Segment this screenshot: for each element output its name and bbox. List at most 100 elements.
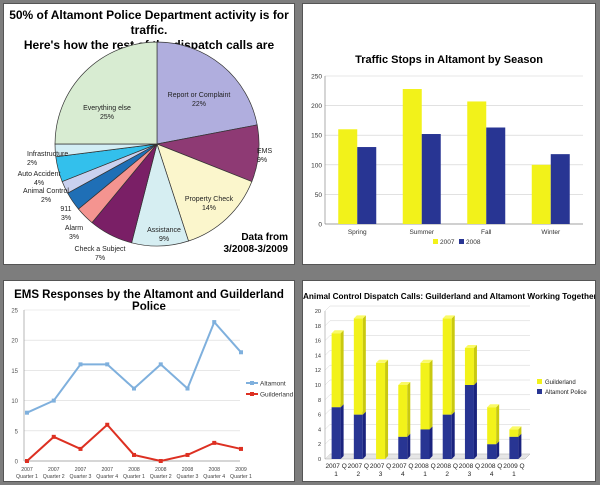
pie-slice-label: Alarm (65, 225, 83, 232)
gridline-diag (324, 409, 331, 415)
y-tick-label: 200 (311, 103, 322, 110)
data-point (158, 362, 163, 367)
x-tick-year: 2007 (75, 467, 87, 473)
data-point (25, 459, 29, 463)
data-point (132, 386, 136, 391)
data-point (132, 452, 136, 457)
bar-side (340, 404, 344, 459)
x-tick-quarter: Quarter 3 (177, 474, 199, 480)
legend-swatch (433, 239, 438, 244)
data-point (212, 320, 217, 325)
bar-side (473, 345, 477, 385)
x-tick-label: 2007 Q (348, 463, 369, 470)
bar-segment (509, 436, 519, 459)
x-tick-quarter: Quarter 1 (123, 474, 145, 480)
x-tick-label-sub: 4 (490, 471, 494, 478)
x-tick-year: 2008 (128, 467, 140, 473)
y-tick-label: 10 (315, 383, 321, 389)
x-tick-label-sub: 1 (423, 471, 427, 478)
pie-note-line2: 3/2008-3/2009 (223, 244, 288, 255)
data-point (78, 446, 83, 451)
pie-slice-pct: 22% (192, 101, 206, 108)
pie-slice-label: Report or Complaint (168, 92, 231, 99)
y-tick-label: 0 (318, 222, 322, 229)
bar-segment (487, 444, 497, 459)
data-point (105, 422, 110, 427)
y-tick-label: 20 (315, 309, 321, 315)
gridline-diag (324, 335, 331, 341)
bar-top (420, 359, 433, 363)
x-tick-quarter: Quarter 4 (96, 474, 118, 480)
bar-segment (442, 414, 452, 459)
x-tick-label: Spring (348, 229, 367, 236)
bar-segment (464, 385, 474, 459)
bar (402, 89, 422, 224)
bar-side (518, 426, 522, 437)
data-point (51, 398, 56, 403)
data-point (212, 440, 217, 445)
legend-label: Guilderland (545, 380, 576, 386)
legend-swatch (537, 379, 542, 384)
x-tick-label-sub: 1 (512, 471, 516, 478)
legend-marker (250, 392, 254, 396)
x-tick-year: 2008 (208, 467, 220, 473)
bar (467, 101, 487, 224)
bar-segment (331, 407, 341, 459)
pie-chart-panel: 50% of Altamont Police Department activi… (3, 3, 295, 265)
pie-slice-label: Check a Subject (75, 246, 126, 253)
x-tick-label: 2009 Q (503, 463, 524, 470)
x-tick-quarter: Quarter 2 (150, 474, 172, 480)
y-tick-label: 25 (11, 309, 18, 315)
x-tick-quarter: Quarter 1 (16, 474, 38, 480)
x-tick-label: 2007 Q (325, 463, 346, 470)
bar-segment (398, 385, 408, 437)
bar-segment (420, 362, 430, 430)
pie-slice-pct: 4% (34, 180, 44, 187)
x-tick-label: 2007 Q (392, 463, 413, 470)
bar-segment (353, 414, 363, 459)
bar-top (331, 330, 344, 334)
pie-slice-label: Property Check (185, 196, 234, 203)
x-tick-quarter: Quarter 3 (70, 474, 92, 480)
gridline-diag (324, 453, 331, 460)
pie-chart: Report or Complaint 22% EMS 9% Property Chec… (18, 41, 273, 262)
gridline-diag (324, 305, 331, 312)
x-tick-label: 2008 Q (437, 463, 458, 470)
pie-data-note: Data from 3/2008-3/2009 (223, 232, 288, 256)
bar-top (509, 426, 522, 430)
pie-slice-pct: 14% (202, 205, 216, 212)
x-tick-label-sub: 3 (468, 471, 472, 478)
pie-slice (156, 41, 258, 145)
bar-side (340, 330, 344, 408)
bar-side (429, 426, 433, 459)
pie-slice-label: Auto Accident (18, 171, 61, 178)
pie-slice-label: Animal Control (23, 188, 69, 195)
legend-label: 2007 (440, 239, 455, 246)
bar-segment (376, 362, 386, 459)
bar-side (385, 359, 389, 459)
legend-swatch (537, 389, 542, 394)
gridline-diag (324, 320, 331, 326)
pie-slice-label: 911 (60, 206, 71, 213)
pie-slice-pct: 25% (100, 114, 114, 121)
x-tick-quarter: Quarter 4 (203, 474, 225, 480)
bar-side (496, 404, 500, 445)
bar-side (451, 411, 455, 459)
y-tick-label: 150 (311, 133, 322, 140)
x-tick-label: Fall (481, 229, 492, 236)
x-tick-label-sub: 4 (401, 471, 405, 478)
pie-slice-pct: 9% (159, 236, 169, 243)
x-tick-quarter: Quarter 1 (230, 474, 252, 480)
y-tick-label: 18 (315, 324, 321, 330)
x-tick-year: 2007 (48, 467, 60, 473)
pie-slice-pct: 3% (69, 234, 79, 241)
pie-slice-pct: 3% (61, 215, 71, 222)
y-tick-label: 250 (311, 74, 322, 81)
bar-segment (442, 318, 452, 415)
pie-slice-pct: 7% (95, 255, 105, 262)
bar-segment (420, 429, 430, 459)
y-tick-label: 5 (15, 429, 19, 435)
pie-title-line1: 50% of Altamont Police Department activi… (9, 8, 289, 37)
x-tick-label-sub: 1 (334, 471, 338, 478)
